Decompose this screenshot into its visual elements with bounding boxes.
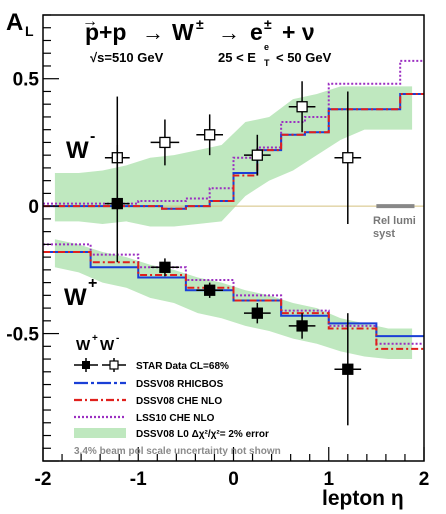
energy-label: √s=510 GeV bbox=[90, 50, 164, 65]
wminus-label-sup: - bbox=[90, 128, 95, 145]
wplus-marker-1 bbox=[112, 199, 122, 209]
legend-header-wminus-sup: - bbox=[116, 333, 119, 344]
rel-lumi-label-2: syst bbox=[373, 228, 395, 240]
wminus-marker-2 bbox=[160, 137, 170, 147]
wplus-marker-2 bbox=[160, 262, 170, 272]
cut-label-post: < 50 GeV bbox=[276, 50, 332, 65]
plot-frame bbox=[43, 15, 424, 461]
wplus-label: W + bbox=[64, 275, 97, 311]
cut-label-sup: e bbox=[264, 42, 269, 52]
uncertainty-bands bbox=[55, 86, 412, 359]
legend-label-rhicbos: DSSV08 RHICBOS bbox=[136, 379, 224, 390]
title-w: W bbox=[172, 19, 194, 45]
wminus-marker-4 bbox=[252, 150, 262, 160]
y-tick-label: -0.5 bbox=[6, 325, 39, 346]
x-tick-label: -1 bbox=[130, 469, 147, 490]
y-tick-label: 0 bbox=[28, 197, 39, 218]
wminus-marker-3 bbox=[205, 130, 215, 140]
title-arrow-1: → bbox=[142, 20, 164, 45]
x-tick-label: -2 bbox=[35, 469, 52, 490]
wplus-label-sup: + bbox=[88, 275, 97, 292]
wplus-marker-3 bbox=[205, 285, 215, 295]
cut-label-sub: T bbox=[264, 58, 270, 68]
legend-label-che: DSSV08 CHE NLO bbox=[136, 396, 222, 407]
wminus-marker-6 bbox=[343, 153, 353, 163]
title-plus-nu: + ν bbox=[282, 19, 315, 45]
x-tick-label: 1 bbox=[323, 469, 334, 490]
legend-header: W + W - bbox=[76, 333, 119, 354]
wplus-marker-6 bbox=[343, 364, 353, 374]
x-axis-title: lepton η bbox=[322, 487, 404, 510]
legend-label-band: DSSV08 L0 Δχ²/χ²= 2% error bbox=[136, 429, 269, 440]
wplus-marker-5 bbox=[297, 321, 307, 331]
y-axis: 0.5 0 -0.5 bbox=[6, 15, 59, 461]
legend-star-symbol bbox=[74, 358, 126, 372]
wminus-marker-5 bbox=[297, 102, 307, 112]
footnote: 3.4% beam pol scale uncertainty not show… bbox=[74, 446, 281, 457]
wplus-marker-4 bbox=[252, 308, 262, 318]
title-e: e bbox=[250, 19, 263, 45]
y-tick-label: 0.5 bbox=[13, 70, 40, 91]
y-axis-title-sub: L bbox=[25, 23, 34, 39]
title-plus-p: +p bbox=[99, 19, 126, 45]
legend-swatch-band bbox=[74, 428, 126, 438]
title-e-sup: ± bbox=[264, 16, 272, 32]
wminus-label: W - bbox=[66, 128, 95, 164]
legend-header-wplus: W bbox=[76, 337, 91, 354]
legend: W + W - STAR Data CL=68% DSSV08 RHICBOS … bbox=[74, 333, 281, 457]
wplus-label-main: W bbox=[64, 284, 87, 311]
x-tick-label: 2 bbox=[419, 469, 430, 490]
legend-header-wplus-sup: + bbox=[92, 333, 98, 344]
legend-label-star: STAR Data CL=68% bbox=[136, 361, 229, 372]
chart-title: p → +p → W ± → e ± + ν √s=510 GeV 25 < E… bbox=[82, 13, 332, 68]
legend-header-wminus: W bbox=[100, 337, 115, 354]
legend-label-lss: LSS10 CHE NLO bbox=[136, 413, 215, 424]
wplus-point-1 bbox=[105, 145, 130, 262]
rel-lumi-label-1: Rel lumi bbox=[373, 215, 416, 227]
wminus-label-main: W bbox=[66, 137, 89, 164]
cut-label-pre: 25 < E bbox=[218, 50, 256, 65]
title-w-sup: ± bbox=[196, 16, 204, 32]
title-arrow-2: → bbox=[218, 20, 240, 45]
x-tick-label: 0 bbox=[228, 469, 239, 490]
y-axis-title: A bbox=[6, 9, 23, 36]
